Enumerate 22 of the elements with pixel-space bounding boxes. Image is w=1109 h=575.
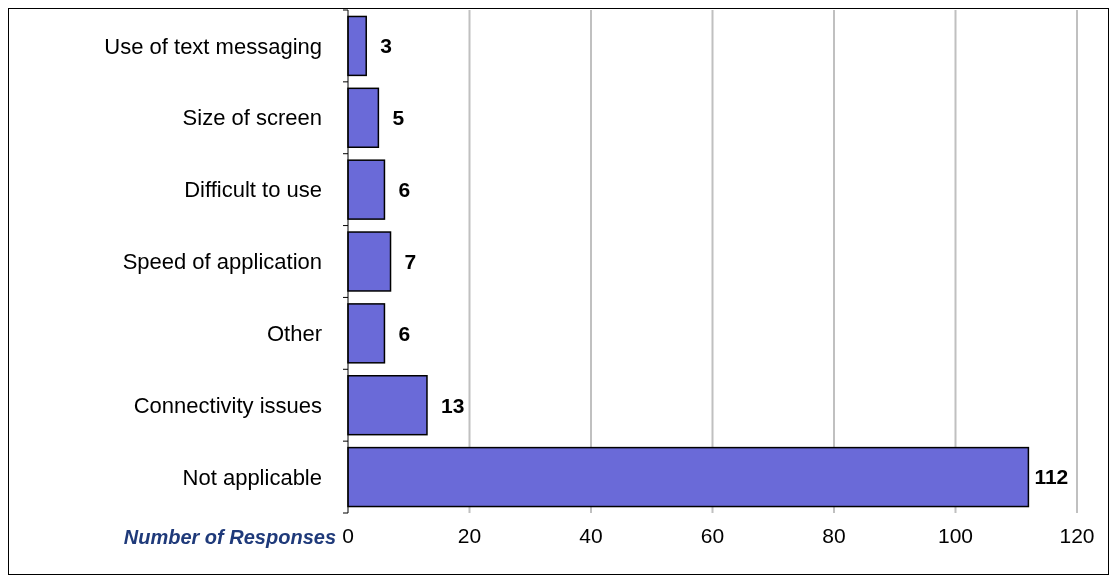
y-tick-label: Speed of application xyxy=(122,249,322,275)
x-tick-label: 60 xyxy=(700,524,725,547)
y-tick-label: Other xyxy=(266,321,322,347)
y-tick-label: Size of screen xyxy=(182,105,322,131)
data-label: 3 xyxy=(380,34,392,58)
data-label: 7 xyxy=(404,249,417,273)
y-tick-label: Use of text messaging xyxy=(104,33,322,59)
y-tick-label: Not applicable xyxy=(182,464,322,490)
y-tick-label: Connectivity issues xyxy=(133,392,322,418)
x-tick-label: 120 xyxy=(1059,524,1095,547)
data-label: 112 xyxy=(1034,465,1069,489)
data-label: 6 xyxy=(398,177,411,201)
x-tick-label: 100 xyxy=(937,524,974,547)
y-tick-label: Difficult to use xyxy=(184,177,322,203)
x-tick-label: 40 xyxy=(579,524,603,547)
data-label: 6 xyxy=(398,321,411,345)
data-label: 5 xyxy=(392,106,405,130)
data-label: 13 xyxy=(440,393,465,417)
x-axis-title: Number of Responses xyxy=(123,526,336,548)
x-tick-label: 80 xyxy=(822,524,846,547)
x-tick-label: 20 xyxy=(457,524,482,547)
x-tick-label: 0 xyxy=(342,524,354,547)
